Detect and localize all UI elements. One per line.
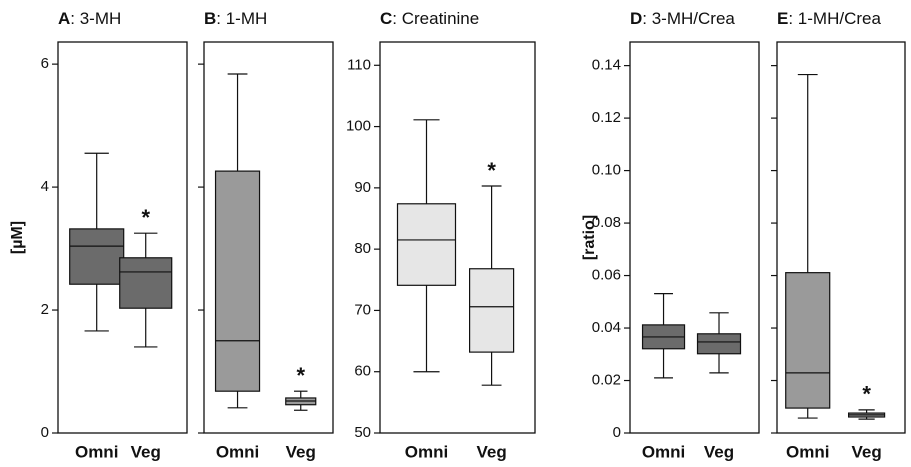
x-tick-label: Veg [286,442,316,461]
y-tick-label: 6 [41,55,49,72]
y-tick-label: 0 [41,424,49,441]
plot-frame [629,41,760,434]
y-tick-label: 0.10 [592,162,621,179]
significance-mark: * [862,382,871,407]
y-tick-label: 0.08 [592,214,621,231]
y-tick-label: 60 [354,363,371,380]
panel-letter: B [204,9,216,28]
x-tick-label: Veg [851,442,881,461]
panel-title: E: 1-MH/Crea [777,9,881,28]
y-tick-label: 0.04 [592,319,621,336]
panel-letter: E [777,9,788,28]
x-tick-label: Veg [704,442,734,461]
y-tick-label: 0.12 [592,109,621,126]
panel-title: D: 3-MH/Crea [630,9,735,28]
y-tick-label: 2 [41,301,49,318]
box [696,333,742,355]
box [396,203,457,286]
plot-frame [776,41,906,434]
x-tick-label: Veg [131,442,161,461]
y-tick-label: 80 [354,240,371,257]
box [469,268,515,353]
panel-title: A: 3-MH [58,9,121,28]
y-axis-label: [µM] [9,221,26,254]
y-tick-label: 70 [354,301,371,318]
y-tick-label: 0.02 [592,371,621,388]
box [214,170,261,392]
y-tick-label: 4 [41,178,49,195]
plot-frame [379,41,536,434]
x-tick-label: Omni [75,442,118,461]
y-tick-label: 100 [346,118,371,135]
panel-name: : 1-MH/Crea [788,9,881,28]
x-tick-label: Omni [642,442,685,461]
panel-letter: D [630,9,642,28]
plot-frame [203,41,334,434]
y-tick-label: 90 [354,179,371,196]
significance-mark: * [296,363,305,388]
y-tick-label: 0.06 [592,267,621,284]
plot-frame [57,41,188,434]
x-tick-label: Omni [786,442,829,461]
significance-mark: * [487,158,496,183]
panel-name: : 3-MH [70,9,121,28]
x-tick-label: Omni [216,442,259,461]
box [785,272,831,409]
y-axis-label: [ratio] [581,215,598,260]
x-tick-label: Omni [405,442,448,461]
y-tick-label: 110 [347,56,371,73]
panel-title: B: 1-MH [204,9,267,28]
box [69,228,125,285]
y-tick-label: 0.14 [592,57,621,74]
y-tick-label: 0 [613,424,621,441]
panel-letter: C [380,9,392,28]
panel-name: : Creatinine [392,9,479,28]
box [119,257,173,309]
x-tick-label: Veg [476,442,506,461]
significance-mark: * [141,205,150,230]
panel-title: C: Creatinine [380,9,479,28]
panel-name: : 3-MH/Crea [642,9,735,28]
panel-letter: A [58,9,70,28]
y-tick-label: 50 [354,424,371,441]
panel-name: : 1-MH [216,9,267,28]
